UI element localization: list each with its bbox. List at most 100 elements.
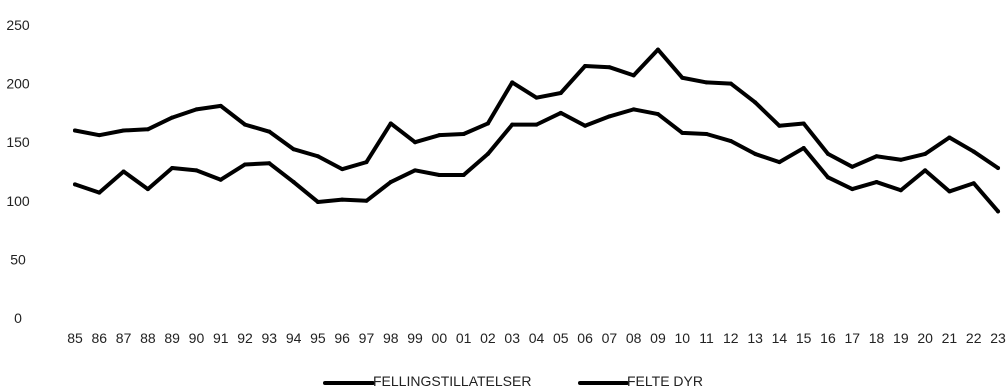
x-tick-label: 87 bbox=[116, 330, 132, 346]
data-point bbox=[583, 64, 588, 69]
x-tick-label: 11 bbox=[699, 330, 714, 346]
x-tick-label: 01 bbox=[456, 330, 472, 346]
data-point bbox=[485, 121, 490, 126]
x-tick-label: 19 bbox=[893, 330, 909, 346]
data-point bbox=[825, 175, 830, 180]
x-tick-label: 04 bbox=[529, 330, 545, 346]
data-point bbox=[121, 128, 126, 133]
data-point bbox=[437, 133, 442, 138]
data-point bbox=[583, 123, 588, 128]
data-point bbox=[558, 110, 563, 115]
data-point bbox=[243, 162, 248, 167]
y-tick-label: 150 bbox=[6, 134, 30, 150]
data-point bbox=[631, 107, 636, 112]
data-point bbox=[243, 122, 248, 127]
data-point bbox=[971, 181, 976, 186]
x-tick-label: 10 bbox=[674, 330, 690, 346]
x-tick-label: 86 bbox=[92, 330, 108, 346]
x-tick-label: 90 bbox=[189, 330, 205, 346]
x-tick-label: 08 bbox=[626, 330, 642, 346]
data-point bbox=[680, 75, 685, 80]
data-point bbox=[218, 177, 223, 182]
data-point bbox=[898, 188, 903, 193]
x-tick-label: 88 bbox=[140, 330, 156, 346]
data-point bbox=[121, 169, 126, 174]
data-point bbox=[485, 151, 490, 156]
data-point bbox=[874, 180, 879, 185]
data-point bbox=[704, 132, 709, 136]
data-point bbox=[267, 161, 272, 166]
data-point bbox=[874, 154, 879, 159]
data-point bbox=[97, 190, 102, 195]
x-tick-label: 07 bbox=[602, 330, 618, 346]
x-tick-label: 18 bbox=[869, 330, 885, 346]
y-tick-label: 200 bbox=[6, 76, 30, 92]
data-point bbox=[947, 135, 952, 140]
data-point bbox=[510, 80, 515, 85]
x-tick-label: 03 bbox=[504, 330, 520, 346]
data-point bbox=[194, 168, 199, 173]
data-point bbox=[655, 47, 660, 52]
x-tick-label: 12 bbox=[723, 330, 739, 346]
x-tick-label: 02 bbox=[480, 330, 496, 346]
legend-label: FELLINGSTILLATELSER bbox=[373, 373, 531, 389]
x-tick-label: 94 bbox=[286, 330, 302, 346]
data-point bbox=[73, 128, 77, 133]
data-point bbox=[704, 80, 709, 85]
x-tick-label: 89 bbox=[164, 330, 180, 346]
x-tick-label: 85 bbox=[67, 330, 83, 346]
data-point bbox=[170, 165, 175, 170]
data-point bbox=[145, 187, 150, 192]
data-point bbox=[315, 154, 320, 159]
y-tick-label: 50 bbox=[10, 251, 26, 267]
data-point bbox=[145, 127, 150, 132]
data-point bbox=[510, 122, 515, 127]
data-point bbox=[267, 129, 272, 134]
data-point bbox=[728, 139, 733, 144]
series-line-fellingstillatelser bbox=[73, 47, 1000, 172]
data-point bbox=[753, 100, 758, 105]
series-lines bbox=[73, 47, 1000, 214]
x-tick-label: 93 bbox=[262, 330, 278, 346]
data-point bbox=[218, 103, 223, 108]
data-point bbox=[340, 197, 345, 202]
x-tick-label: 15 bbox=[796, 330, 812, 346]
x-tick-label: 06 bbox=[577, 330, 593, 346]
data-point bbox=[947, 189, 952, 194]
x-tick-label: 92 bbox=[237, 330, 253, 346]
data-point bbox=[558, 90, 563, 95]
x-tick-label: 17 bbox=[844, 330, 860, 346]
data-point bbox=[801, 146, 806, 151]
x-tick-label: 13 bbox=[747, 330, 763, 346]
data-point bbox=[631, 73, 636, 78]
x-tick-label: 91 bbox=[213, 330, 229, 346]
data-point bbox=[388, 180, 393, 185]
data-point bbox=[364, 198, 369, 203]
data-point bbox=[315, 199, 320, 204]
data-point bbox=[534, 95, 539, 100]
data-point bbox=[923, 151, 928, 156]
x-tick-label: 20 bbox=[917, 330, 933, 346]
data-point bbox=[607, 114, 612, 119]
data-point bbox=[388, 121, 393, 126]
data-point bbox=[777, 160, 782, 165]
data-point bbox=[607, 65, 612, 70]
data-point bbox=[194, 107, 199, 112]
data-point bbox=[437, 173, 442, 178]
x-tick-label: 98 bbox=[383, 330, 399, 346]
data-point bbox=[413, 140, 418, 145]
data-point bbox=[680, 130, 685, 135]
x-tick-label: 00 bbox=[432, 330, 448, 346]
x-tick-label: 96 bbox=[334, 330, 350, 346]
x-tick-label: 21 bbox=[942, 330, 958, 346]
data-point bbox=[97, 133, 102, 138]
data-point bbox=[850, 164, 855, 169]
data-point bbox=[364, 160, 369, 165]
data-point bbox=[461, 132, 466, 136]
data-point bbox=[73, 182, 77, 187]
data-point bbox=[801, 121, 806, 126]
y-tick-label: 250 bbox=[6, 17, 30, 33]
data-point bbox=[825, 151, 830, 156]
data-point bbox=[655, 112, 660, 117]
data-point bbox=[777, 123, 782, 128]
